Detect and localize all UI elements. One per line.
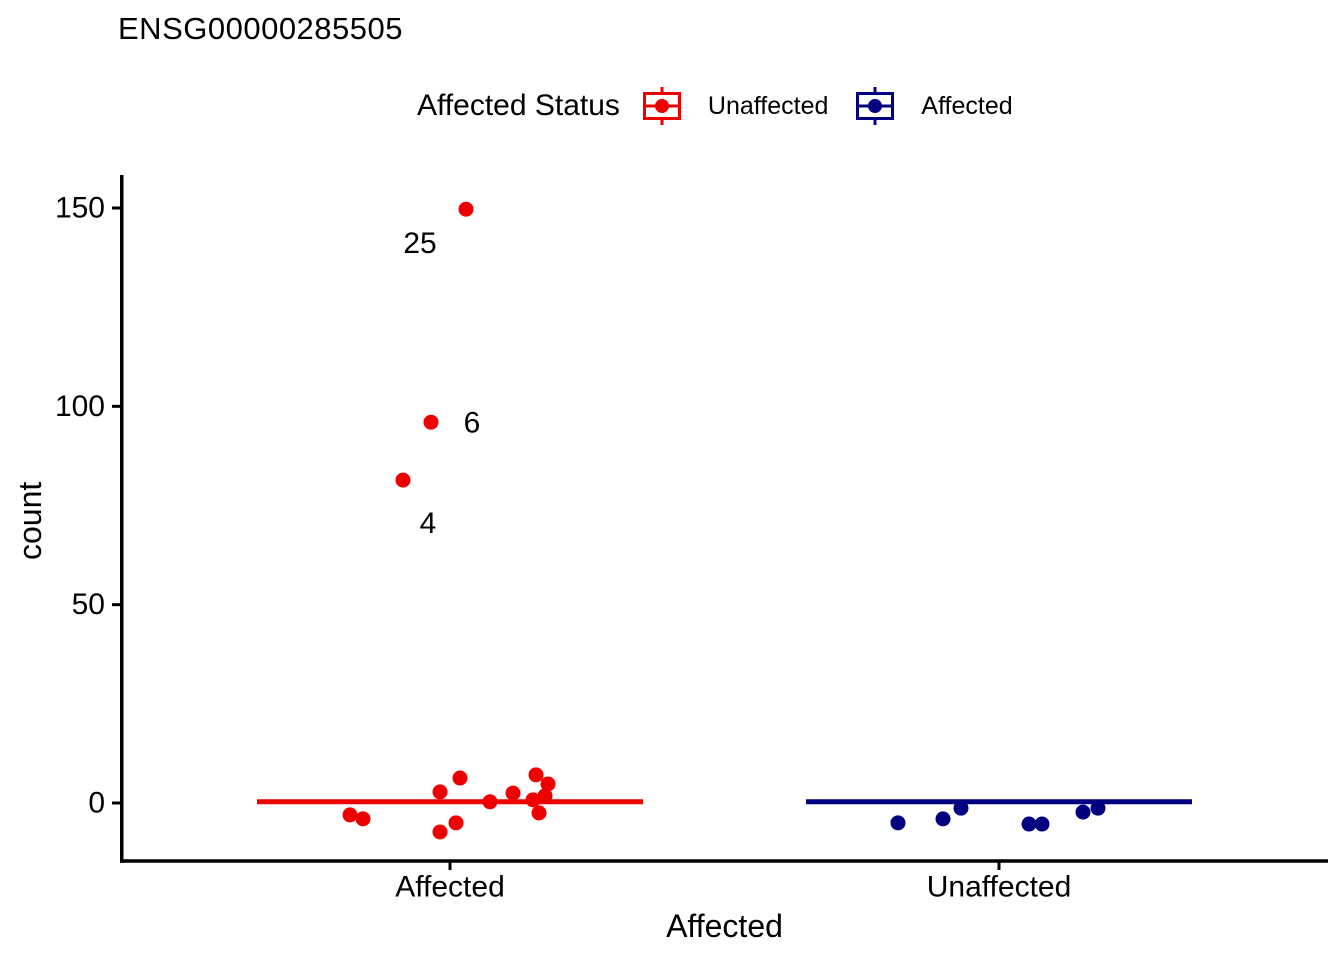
data-point-unaffected — [448, 815, 464, 831]
data-point-affected — [1034, 816, 1050, 832]
legend-item-affected: Affected — [853, 86, 1013, 126]
data-point-unaffected — [540, 776, 556, 792]
boxplot-key-icon — [642, 87, 681, 125]
legend-item-unaffected: Unaffected — [640, 86, 828, 126]
x-axis-title: Affected — [666, 908, 783, 944]
legend-title: Affected Status — [417, 89, 620, 122]
key-dot — [654, 99, 669, 113]
data-point-unaffected — [395, 472, 411, 488]
data-point-unaffected — [452, 770, 468, 786]
data-point-affected — [1021, 816, 1037, 832]
data-point-affected — [935, 811, 951, 827]
legend-item-label: Unaffected — [707, 91, 829, 120]
data-point-unaffected — [531, 805, 547, 821]
legend: Affected Status Unaffected Affected — [417, 84, 1013, 128]
point-label: 4 — [420, 507, 437, 540]
plot-title: ENSG00000285505 — [118, 11, 404, 46]
legend-item-label: Affected — [921, 91, 1013, 120]
data-point-affected — [953, 800, 969, 816]
x-tick-label: Affected — [395, 871, 505, 904]
data-point-unaffected — [528, 767, 544, 783]
data-point-unaffected — [423, 414, 439, 430]
y-tick-label: 100 — [55, 390, 105, 423]
legend-items: Unaffected Affected — [640, 86, 1013, 126]
data-point-unaffected — [458, 201, 474, 217]
key-dot — [868, 99, 883, 113]
data-point-unaffected — [432, 824, 448, 840]
data-point-unaffected — [482, 794, 498, 810]
point-label: 6 — [464, 406, 481, 439]
y-tick-label: 0 — [88, 787, 105, 820]
data-point-unaffected — [432, 784, 448, 800]
data-point-affected — [1075, 804, 1091, 820]
data-point-unaffected — [505, 785, 521, 801]
y-tick-label: 150 — [55, 192, 105, 225]
data-point-unaffected — [342, 807, 358, 823]
x-tick-label: Unaffected — [927, 871, 1072, 904]
data-point-unaffected — [355, 811, 371, 827]
y-tick-label: 50 — [72, 588, 105, 621]
data-point-unaffected — [537, 788, 553, 804]
point-label: 25 — [403, 227, 436, 260]
data-point-affected — [890, 815, 906, 831]
data-point-affected — [1090, 800, 1106, 816]
data-point-unaffected — [525, 792, 541, 808]
boxplot-key-icon — [856, 87, 895, 125]
